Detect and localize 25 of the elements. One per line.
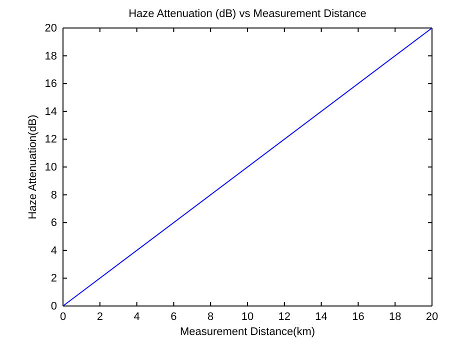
x-tick-label: 8 xyxy=(208,310,214,323)
y-tick-label: 14 xyxy=(44,106,57,118)
x-tick-label: 0 xyxy=(60,310,66,323)
y-tick-label: 4 xyxy=(50,244,57,257)
x-tick-label: 4 xyxy=(134,310,140,323)
y-tick-label: 18 xyxy=(44,50,57,62)
x-axis-title: Measurement Distance(km) xyxy=(180,326,316,338)
x-tick-label: 16 xyxy=(352,310,364,323)
x-tick-label: 10 xyxy=(241,310,254,323)
x-tick-label: 2 xyxy=(96,310,103,323)
y-tick-label: 20 xyxy=(44,22,57,35)
y-tick-label: 2 xyxy=(50,272,57,285)
y-tick-label: 12 xyxy=(44,134,57,146)
chart-title: Haze Attenuation (dB) vs Measurement Distance xyxy=(128,8,366,20)
x-tick-label: 18 xyxy=(388,310,402,323)
x-tick-label: 12 xyxy=(278,310,291,323)
x-tick-label: 14 xyxy=(315,310,328,323)
y-tick-label: 0 xyxy=(50,300,57,313)
x-tick-label: 20 xyxy=(426,310,438,323)
y-tick-label: 6 xyxy=(50,217,57,230)
y-tick-label: 16 xyxy=(44,78,57,90)
x-tick-label: 6 xyxy=(170,310,177,323)
y-tick-label: 8 xyxy=(50,189,57,202)
y-tick-label: 10 xyxy=(44,162,57,174)
y-axis-title: Haze Attenuation(dB) xyxy=(27,114,39,220)
